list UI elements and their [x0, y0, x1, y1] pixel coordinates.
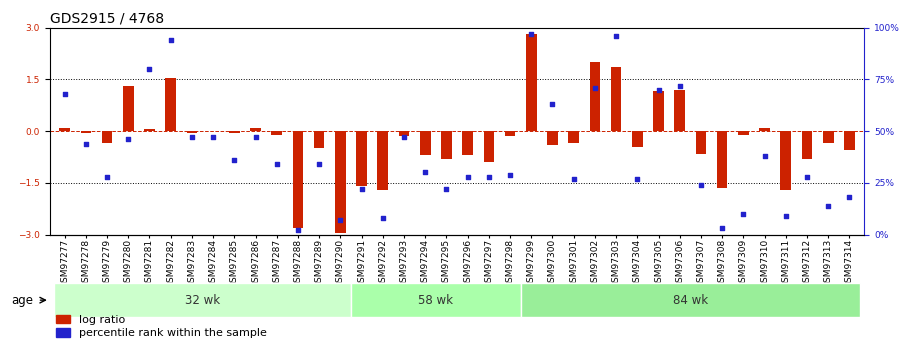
Bar — [520, 283, 860, 317]
Bar — [589, 62, 600, 131]
Bar — [335, 131, 346, 233]
Point — [715, 226, 729, 231]
Point — [142, 66, 157, 72]
Legend: log ratio, percentile rank within the sample: log ratio, percentile rank within the sa… — [55, 314, 268, 339]
Bar — [357, 131, 367, 186]
Bar — [377, 131, 388, 190]
Text: 32 wk: 32 wk — [185, 294, 220, 307]
Bar — [123, 86, 134, 131]
Point — [79, 141, 93, 146]
Point — [843, 195, 857, 200]
Bar — [166, 78, 176, 131]
Bar — [186, 131, 197, 133]
Point — [567, 176, 581, 181]
Point — [164, 37, 178, 43]
Point — [800, 174, 814, 179]
Point — [205, 135, 220, 140]
Point — [376, 215, 390, 221]
Bar — [505, 131, 515, 136]
Text: age: age — [12, 294, 33, 307]
Point — [652, 87, 666, 92]
Point — [481, 174, 496, 179]
Point — [736, 211, 750, 217]
Point — [609, 33, 624, 39]
Bar — [802, 131, 813, 159]
Point — [248, 135, 262, 140]
Bar — [144, 129, 155, 131]
Point — [630, 176, 644, 181]
Bar — [611, 67, 622, 131]
Point — [270, 161, 284, 167]
Bar — [738, 131, 748, 135]
Bar — [568, 131, 579, 143]
Bar — [548, 131, 557, 145]
Bar — [351, 283, 520, 317]
Point — [333, 217, 348, 223]
Bar — [844, 131, 854, 150]
Point — [121, 137, 136, 142]
Point — [694, 182, 709, 188]
Bar — [674, 90, 685, 131]
Text: 58 wk: 58 wk — [418, 294, 453, 307]
Point — [545, 101, 559, 107]
Bar — [780, 131, 791, 190]
Text: GDS2915 / 4768: GDS2915 / 4768 — [50, 11, 164, 25]
Bar — [54, 283, 351, 317]
Point — [355, 186, 369, 192]
Point — [100, 174, 114, 179]
Bar — [759, 128, 770, 131]
Point — [672, 83, 687, 88]
Bar — [526, 34, 537, 131]
Point — [57, 91, 71, 97]
Bar — [81, 131, 91, 133]
Bar — [653, 91, 664, 131]
Bar — [420, 131, 431, 155]
Bar — [60, 128, 70, 131]
Point — [461, 174, 475, 179]
Bar — [823, 131, 834, 143]
Point — [185, 135, 199, 140]
Point — [312, 161, 327, 167]
Point — [757, 153, 772, 159]
Point — [439, 186, 453, 192]
Bar — [462, 131, 473, 155]
Point — [396, 135, 411, 140]
Text: 84 wk: 84 wk — [672, 294, 708, 307]
Bar — [696, 131, 706, 154]
Point — [418, 170, 433, 175]
Bar — [272, 131, 282, 135]
Bar — [101, 131, 112, 143]
Bar — [292, 131, 303, 228]
Point — [524, 31, 538, 37]
Bar — [250, 128, 261, 131]
Point — [227, 157, 242, 163]
Bar — [441, 131, 452, 159]
Point — [503, 172, 518, 177]
Bar — [399, 131, 409, 136]
Bar — [717, 131, 728, 188]
Point — [821, 203, 835, 208]
Bar — [632, 131, 643, 147]
Bar — [229, 131, 240, 133]
Bar — [314, 131, 325, 148]
Bar — [483, 131, 494, 162]
Point — [778, 213, 793, 219]
Point — [587, 85, 602, 90]
Point — [291, 228, 305, 233]
